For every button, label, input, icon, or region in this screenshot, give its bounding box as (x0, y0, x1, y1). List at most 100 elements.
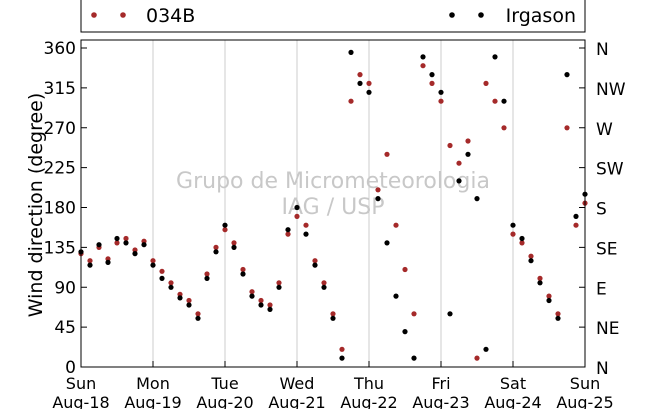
y-tick-label: 90 (54, 278, 76, 298)
y-tick-label: 315 (44, 79, 76, 99)
data-point (267, 306, 273, 312)
data-point (285, 231, 291, 237)
data-point (303, 222, 309, 228)
data-point (456, 178, 462, 184)
legend-box (80, 0, 586, 33)
data-point (474, 355, 480, 361)
data-point (249, 289, 255, 295)
data-point (177, 295, 183, 301)
y-tick-label: 360 (44, 39, 76, 59)
data-point (393, 293, 399, 299)
y-tick-label: 45 (54, 318, 76, 338)
data-point (240, 266, 246, 273)
data-point (123, 235, 129, 242)
data-point (411, 311, 417, 317)
data-point (465, 151, 471, 157)
data-point (537, 280, 543, 286)
data-point (501, 125, 507, 131)
legend-label: 034B (146, 5, 195, 27)
x-tick-date: Aug-24 (484, 393, 541, 409)
y-tick-label: 0 (65, 358, 76, 378)
data-point (384, 151, 390, 157)
data-point (339, 346, 345, 352)
data-point (555, 315, 561, 321)
data-point (429, 72, 435, 78)
x-tick-day: Tue (210, 374, 238, 393)
x-tick-date: Aug-21 (268, 393, 325, 409)
data-point (303, 231, 309, 237)
y-tick-label: 180 (44, 199, 76, 219)
data-point (384, 240, 390, 246)
x-tick-date: Aug-25 (556, 393, 613, 409)
data-point (186, 297, 192, 304)
x-tick-day: Wed (280, 374, 315, 393)
data-point (375, 196, 381, 202)
data-point (240, 271, 246, 277)
data-point (402, 329, 408, 335)
data-point (249, 293, 255, 299)
data-point (483, 80, 489, 86)
y-tick-label: 270 (44, 119, 76, 139)
x-tick-date: Aug-20 (196, 393, 253, 409)
data-point (573, 222, 579, 228)
data-point (519, 240, 525, 246)
data-point (177, 291, 183, 297)
data-point (420, 63, 426, 69)
data-point (294, 204, 300, 211)
data-point (501, 98, 507, 104)
data-point (564, 125, 570, 131)
data-point (114, 235, 120, 242)
data-point (204, 271, 210, 277)
data-point (510, 231, 516, 237)
data-point (204, 275, 210, 281)
direction-label: N (596, 40, 609, 60)
data-point (528, 258, 534, 264)
data-point (573, 213, 579, 219)
data-point (438, 89, 444, 95)
data-point (429, 80, 435, 86)
data-point (231, 240, 237, 246)
legend-marker (478, 12, 484, 18)
x-tick-day: Fri (431, 374, 450, 393)
data-point (114, 240, 120, 246)
data-point (519, 235, 525, 242)
data-point (492, 98, 498, 104)
direction-label: S (596, 200, 607, 220)
data-point (96, 242, 102, 248)
data-point (87, 262, 93, 268)
data-point (150, 258, 156, 264)
data-point (348, 98, 354, 104)
data-point (258, 297, 264, 304)
direction-label: E (596, 279, 607, 299)
legend-marker (120, 12, 126, 18)
data-point (546, 297, 552, 304)
data-point (402, 266, 408, 273)
data-point (285, 227, 291, 233)
data-point (150, 262, 156, 268)
data-point (258, 302, 264, 308)
legend: 034B Irgason (80, 0, 586, 33)
direction-label: SE (596, 239, 618, 259)
data-point (474, 196, 480, 202)
data-point (465, 138, 471, 144)
data-point (195, 315, 201, 321)
direction-axis: N NW W SW S SE E NE N (596, 40, 626, 379)
data-point (375, 187, 381, 193)
data-point (564, 72, 570, 78)
y-tick-label: 225 (44, 159, 76, 179)
data-point (231, 244, 237, 250)
x-tick-day: Sat (500, 374, 526, 393)
y-tick-label: 135 (44, 238, 76, 258)
direction-label: W (596, 120, 613, 140)
data-point (357, 72, 363, 78)
data-point (222, 227, 228, 233)
watermark-line: Grupo de Micrometeorologia (176, 169, 490, 194)
direction-label: NW (596, 80, 626, 100)
plot-frame (80, 39, 586, 368)
data-point (330, 311, 336, 317)
x-tick-date: Aug-23 (412, 393, 469, 409)
legend-label: Irgason (506, 5, 576, 27)
direction-label: N (596, 359, 609, 379)
data-point (276, 284, 282, 290)
